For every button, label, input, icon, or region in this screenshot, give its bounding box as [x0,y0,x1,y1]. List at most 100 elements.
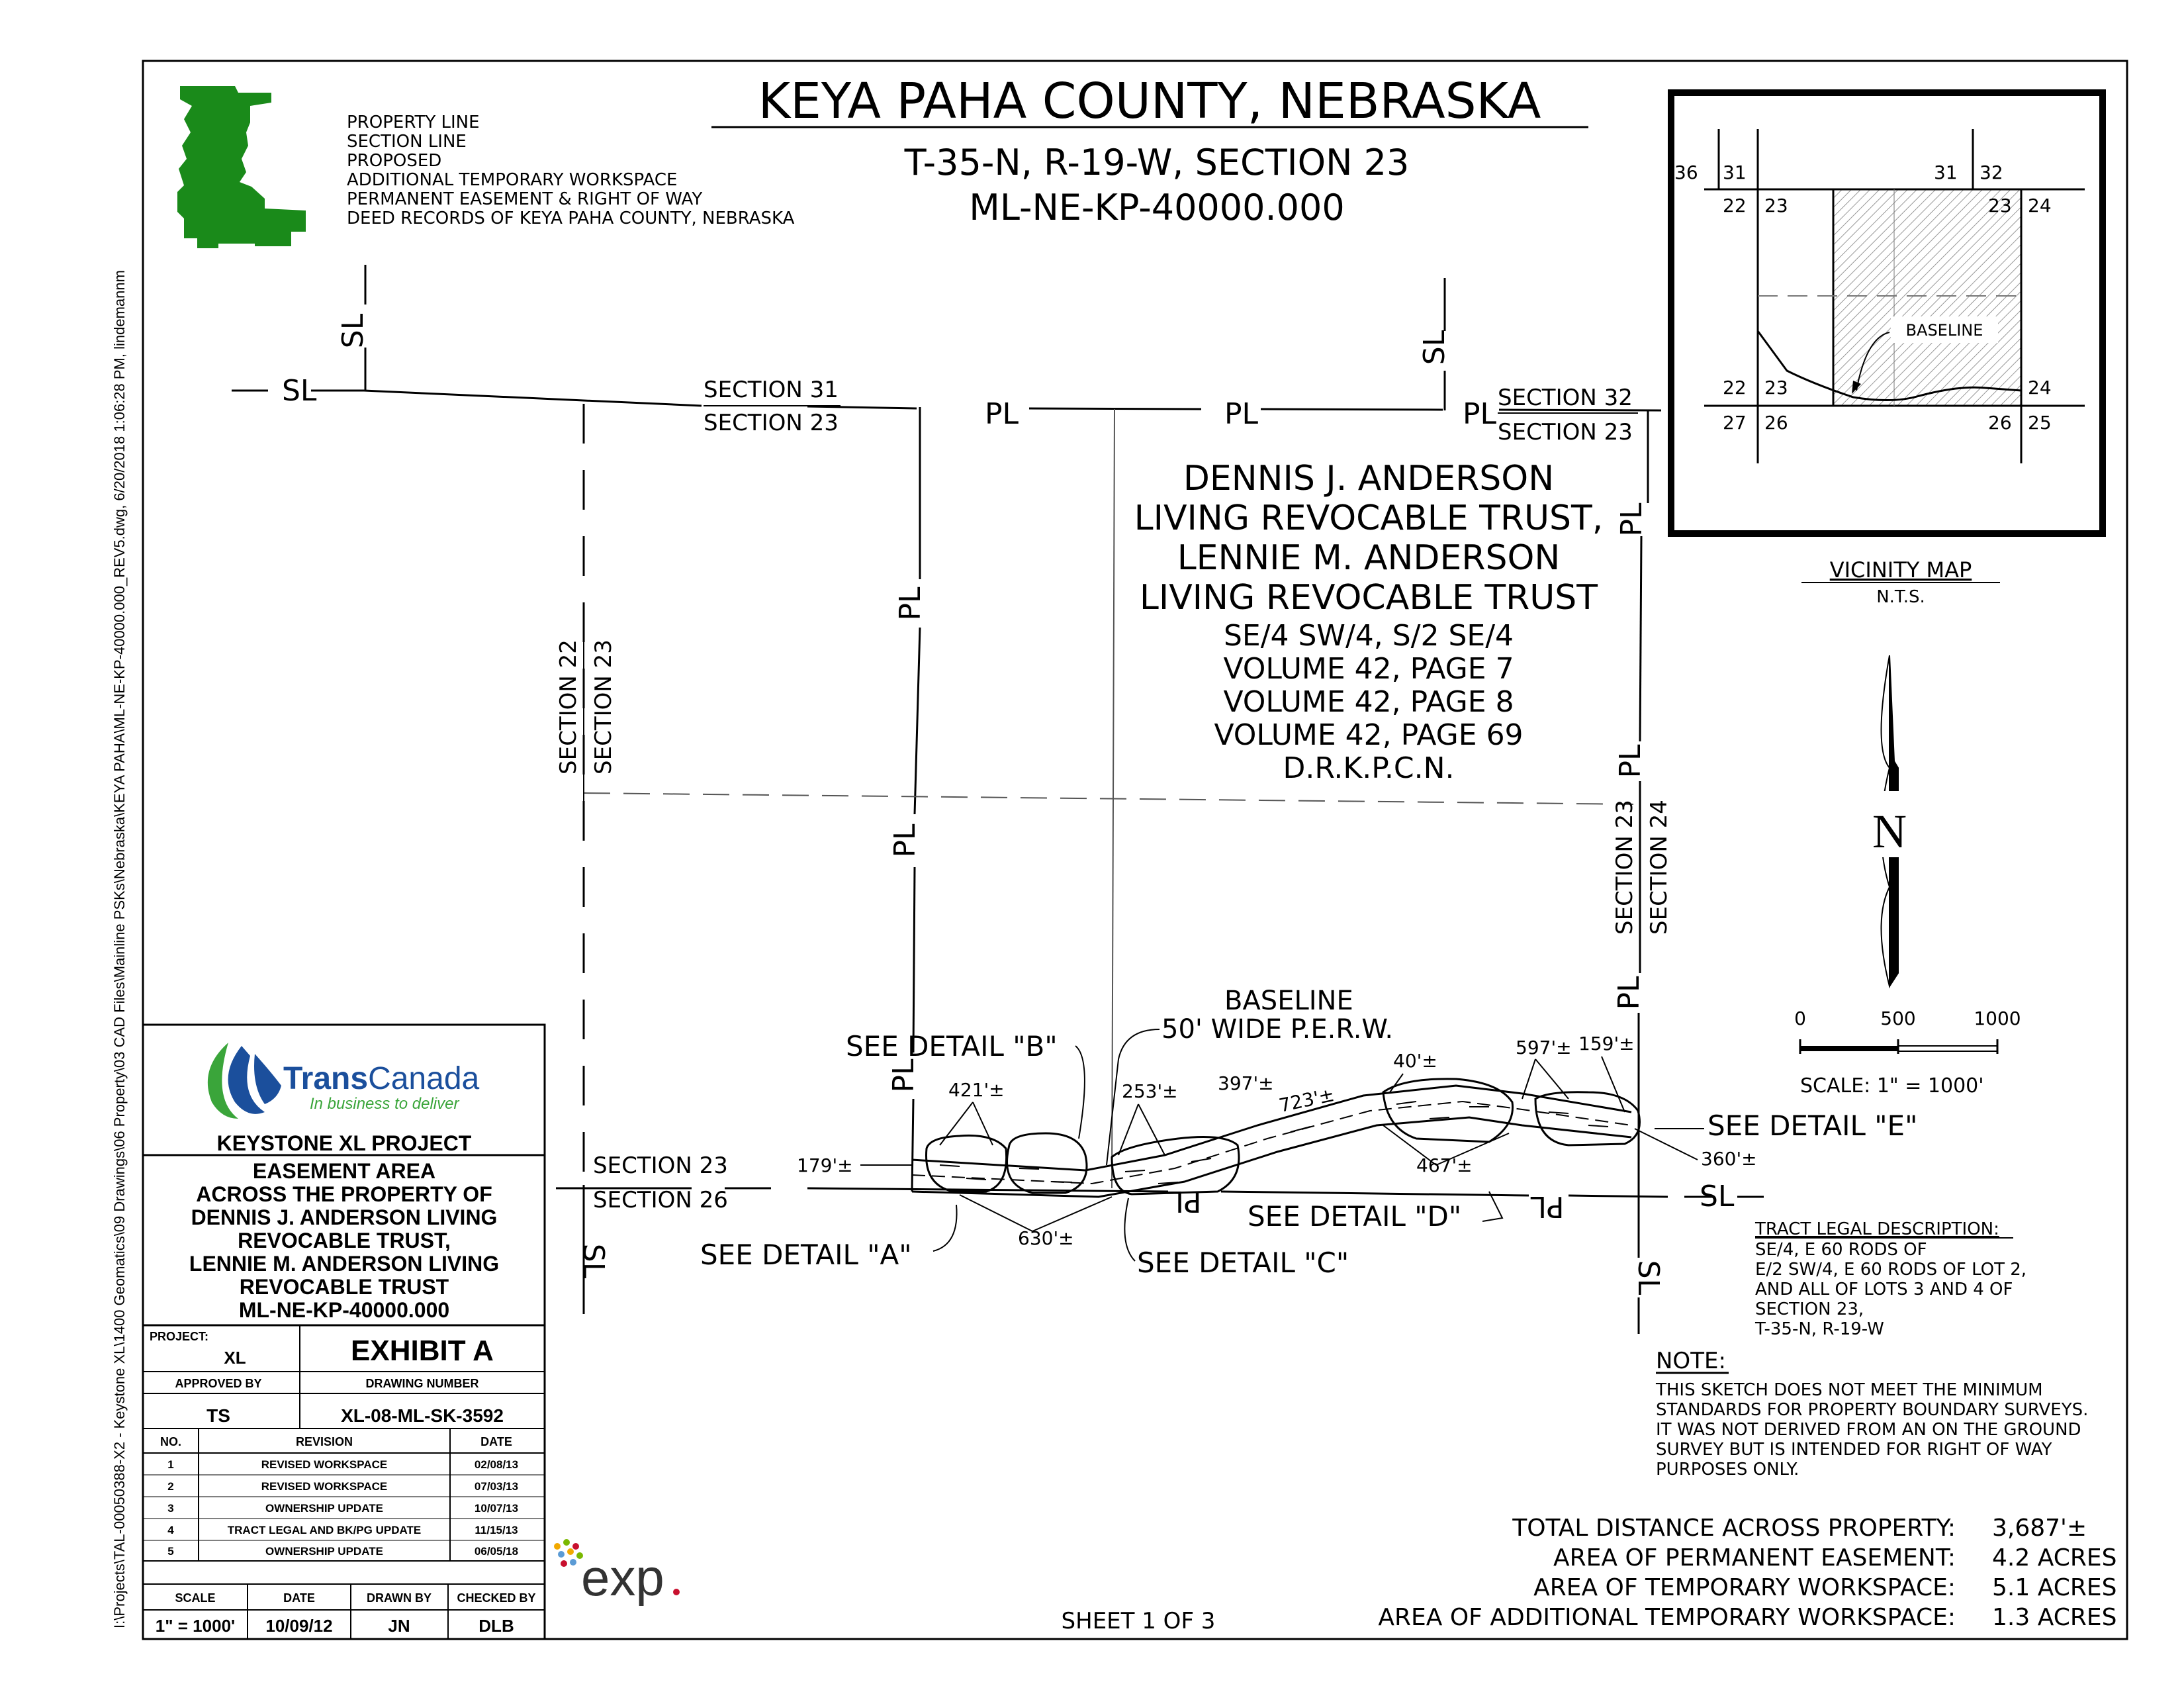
vicinity-number: 31 [1934,162,1958,183]
property-line-symbol: PL [1615,502,1649,537]
rev-no: 4 [167,1524,174,1536]
owner-block: DENNIS J. ANDERSON LIVING REVOCABLE TRUS… [1134,459,1604,785]
section-label: SECTION 32 [1498,385,1633,411]
owner-line: DENNIS J. ANDERSON [1183,459,1554,498]
description-line: DENNIS J. ANDERSON LIVING [191,1205,498,1229]
rev-date: 07/03/13 [475,1480,518,1493]
rev-no: 3 [167,1502,173,1515]
description-line: ACROSS THE PROPERTY OF [196,1182,492,1206]
rev-desc: OWNERSHIP UPDATE [265,1502,383,1515]
rev-desc: TRACT LEGAL AND BK/PG UPDATE [228,1524,421,1536]
vicinity-number: 25 [2028,412,2052,434]
owner-detail: D.R.K.P.C.N. [1283,751,1455,785]
dimension-label: 360'± [1701,1148,1757,1170]
owner-detail: VOLUME 42, PAGE 69 [1214,718,1523,752]
dimension-label: 159'± [1578,1033,1635,1055]
totals: TOTAL DISTANCE ACROSS PROPERTY: 3,687'± … [1378,1515,2116,1631]
tract-line: SECTION 23, [1755,1299,1864,1319]
total-label: AREA OF PERMANENT EASEMENT: [1553,1544,1956,1571]
legend-item: PERMANENT EASEMENT & RIGHT OF WAY [347,189,702,209]
vicinity-number: 22 [1723,195,1747,216]
property-line-symbol: PL [1167,1184,1202,1218]
rev-desc: OWNERSHIP UPDATE [265,1545,383,1558]
vicinity-number: 24 [2028,377,2052,399]
vicinity-number: 32 [1979,162,2003,183]
north-arrow: N [1866,655,1913,989]
dimension-label: 253'± [1122,1080,1178,1102]
vicinity-number: 23 [1988,195,2012,216]
scale-text: SCALE: 1" = 1000' [1800,1074,1984,1098]
sheet-title: KEYA PAHA COUNTY, NEBRASKA [758,73,1541,130]
property-line-symbol: PL [1614,744,1647,778]
title-footer: SCALE DATE DRAWN BY CHECKED BY 1" = 1000… [143,1583,545,1639]
owner-line: LIVING REVOCABLE TRUST [1140,578,1598,618]
rev-header: DATE [480,1435,512,1448]
section-line-symbol: SL [336,313,370,348]
rev-no: 1 [167,1458,173,1471]
vicinity-map: BASELINE 36 31 31 32 22 23 23 24 22 23 2… [1668,89,2106,537]
section-label: SECTION 23 [590,639,617,774]
logo-trans: Trans [283,1061,368,1096]
exp-logo-text: exp [581,1548,664,1607]
legend: PROPERTY LINE SECTION LINE PROPOSED ADDI… [347,113,795,228]
vicinity-number: 26 [1988,412,2012,434]
exp-logo: exp [554,1539,680,1607]
rev-header: REVISION [296,1435,353,1448]
vicinity-number: 23 [1764,195,1788,216]
vicinity-section-numbers: 36 31 31 32 22 23 23 24 22 23 24 27 26 2… [1674,162,2052,434]
footer-header: CHECKED BY [457,1591,535,1605]
see-detail-c: SEE DETAIL "C" [1137,1246,1349,1279]
title-description: EASEMENT AREA ACROSS THE PROPERTY OF DEN… [189,1159,499,1322]
description-line: EASEMENT AREA [253,1159,435,1183]
total-value: 4.2 ACRES [1992,1544,2116,1571]
project-value: XL [224,1348,246,1368]
total-label: AREA OF TEMPORARY WORKSPACE: [1533,1574,1956,1601]
owner-line: LENNIE M. ANDERSON [1177,538,1561,578]
legend-item: PROPERTY LINE [347,113,480,132]
description-line: LENNIE M. ANDERSON LIVING [189,1252,499,1276]
easement-corridor [911,1078,1641,1198]
section-labels: SECTION 31 SECTION 23 SECTION 32 SECTION… [555,377,1672,1213]
section-label: SECTION 23 [1498,419,1633,445]
sheet-subtitle-2: ML-NE-KP-40000.000 [969,187,1345,228]
property-line-symbol: PL [1463,397,1497,431]
legend-item: ADDITIONAL TEMPORARY WORKSPACE [347,170,677,190]
section-label: SECTION 23 [1612,800,1638,935]
vicinity-number: 24 [2028,195,2052,216]
tract-line: SE/4, E 60 RODS OF [1755,1240,1927,1260]
logo-canada: Canada [368,1061,479,1096]
note-line: THIS SKETCH DOES NOT MEET THE MINIMUM [1655,1380,2043,1400]
property-line-symbol: PL [985,397,1019,431]
legend-swatch [177,86,306,248]
scale-label: 0 [1794,1008,1806,1029]
scale-bar: 0 500 1000 SCALE: 1" = 1000' [1794,1008,2021,1098]
dimension-label: 597'± [1516,1037,1572,1058]
description-line: ML-NE-KP-40000.000 [239,1298,449,1322]
rev-date: 10/07/13 [475,1502,518,1515]
owner-line: LIVING REVOCABLE TRUST, [1134,498,1604,538]
dimension-label: 397'± [1218,1072,1274,1094]
perw-callout: 50' WIDE P.E.R.W. [1161,1014,1393,1045]
rev-date: 06/05/18 [475,1545,518,1558]
rev-rows: 1 REVISED WORKSPACE 02/08/13 2 REVISED W… [167,1458,518,1558]
drawing-label: DRAWING NUMBER [366,1377,479,1390]
property-line-symbol: PL [1612,976,1646,1010]
section-label: SECTION 31 [704,377,839,403]
north-label: N [1872,805,1907,858]
owner-detail: VOLUME 42, PAGE 7 [1223,652,1514,686]
dimension-label: 179'± [797,1154,853,1176]
vicinity-baseline: BASELINE [1906,321,1983,340]
note-line: IT WAS NOT DERIVED FROM AN ON THE GROUND [1656,1420,2081,1440]
dimension-label: 40'± [1393,1050,1437,1072]
footer-value: JN [388,1616,410,1636]
section-line-symbol: SL [282,374,317,408]
rev-date: 02/08/13 [475,1458,518,1471]
svg-text:TransCanada: TransCanada [283,1061,480,1096]
legend-item: DEED RECORDS OF KEYA PAHA COUNTY, NEBRAS… [347,209,795,228]
sheet-subtitle-1: T-35-N, R-19-W, SECTION 23 [904,142,1410,183]
section-line-symbol: SL [1418,330,1451,365]
note-heading: NOTE: [1656,1348,1726,1374]
property-line-symbol: PL [1224,397,1259,431]
tract-line: T-35-N, R-19-W [1754,1319,1884,1339]
logo-tagline: In business to deliver [310,1095,459,1113]
